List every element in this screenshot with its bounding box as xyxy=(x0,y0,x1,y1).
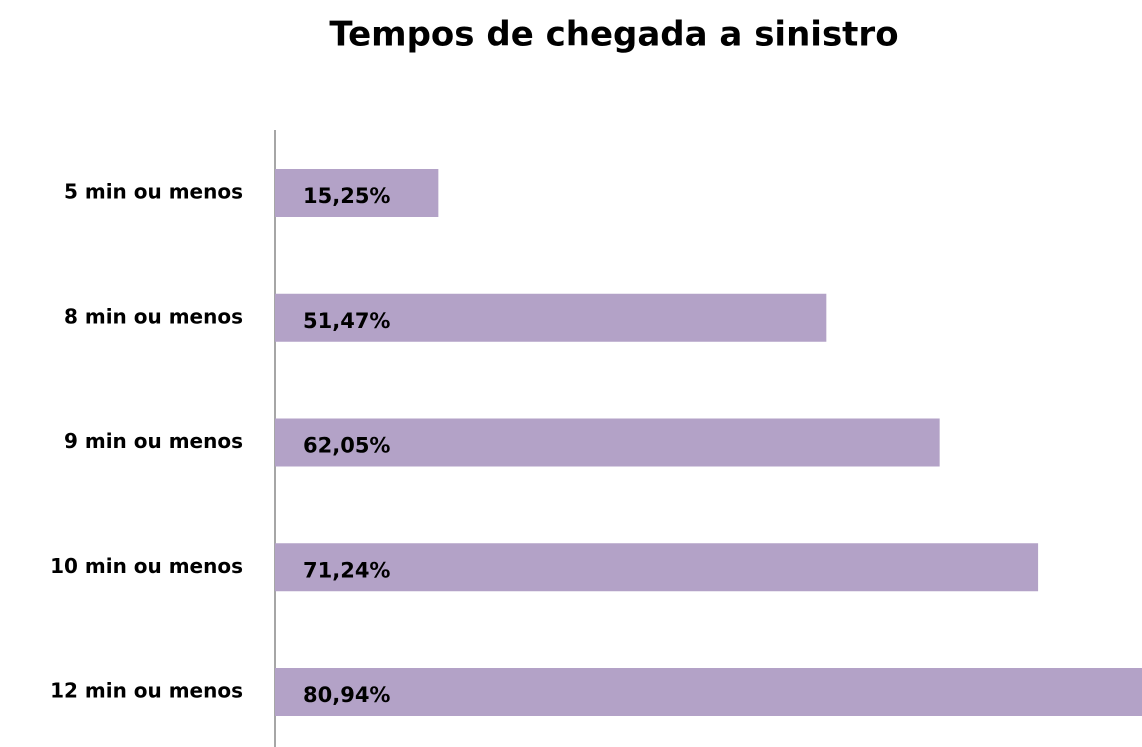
chart-title: Tempos de chegada a sinistro xyxy=(329,15,898,55)
bar xyxy=(275,418,940,467)
category-label: 10 min ou menos xyxy=(50,554,243,578)
data-label: 62,05% xyxy=(303,434,390,458)
data-label: 71,24% xyxy=(303,558,390,582)
data-label: 80,94% xyxy=(303,683,390,707)
bar xyxy=(275,543,1039,592)
bar xyxy=(275,293,827,342)
bar xyxy=(275,668,1142,716)
category-label: 12 min ou menos xyxy=(50,679,243,703)
data-label: 51,47% xyxy=(303,309,390,333)
category-label: 9 min ou menos xyxy=(64,429,243,453)
data-label: 15,25% xyxy=(303,184,390,208)
bar xyxy=(275,169,439,217)
category-label: 8 min ou menos xyxy=(64,304,243,328)
category-label: 5 min ou menos xyxy=(64,180,243,204)
